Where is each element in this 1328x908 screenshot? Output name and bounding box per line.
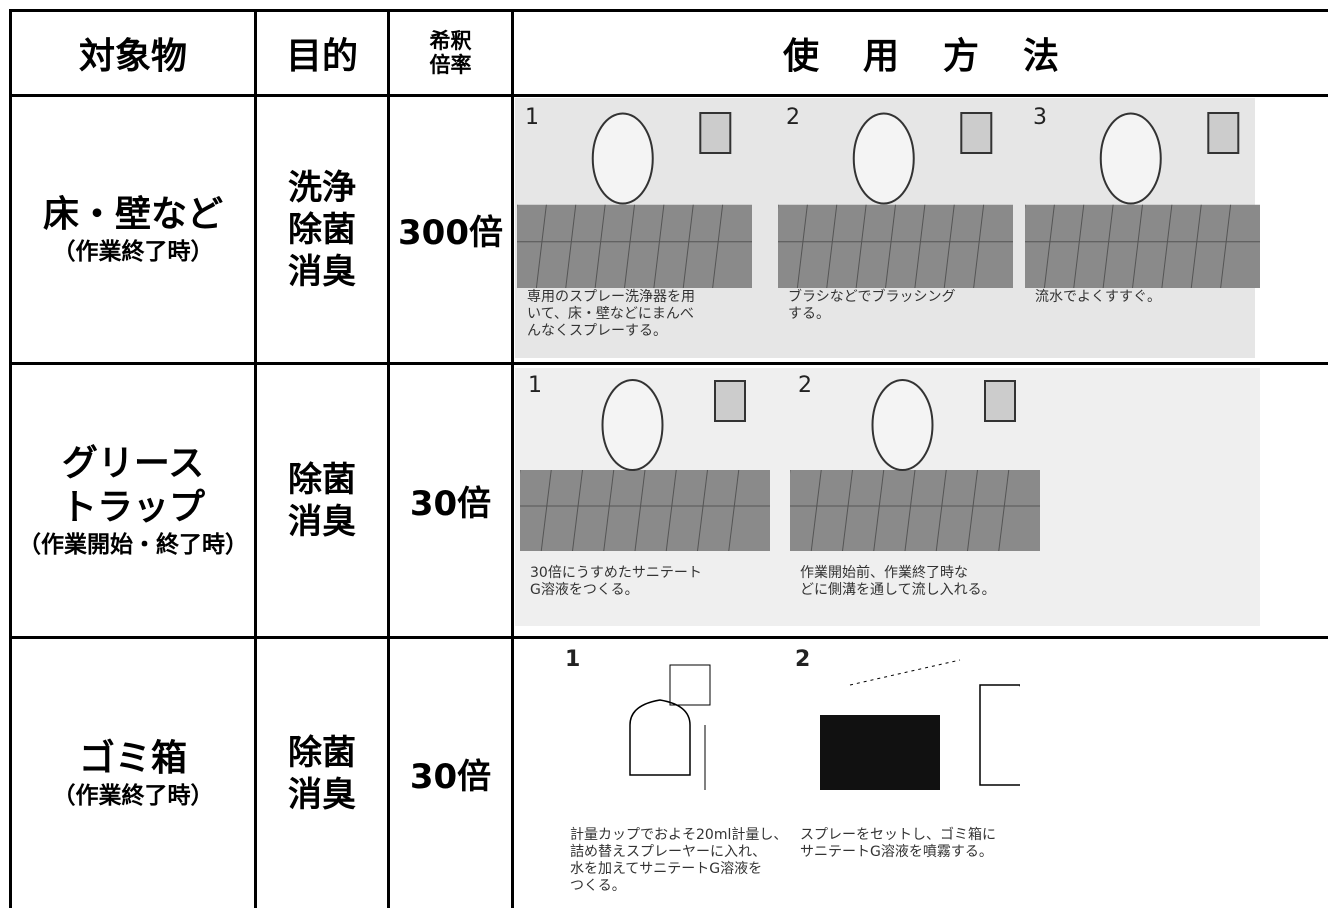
header-dilution-line: 倍率 [429,53,472,77]
step-text-line: どに側溝を通して流し入れる。 [800,582,996,598]
purpose: 除菌 [288,732,356,773]
step-number: 1 [525,105,539,130]
dilution: 300倍 [398,213,503,253]
step-text-line: んなくスプレーする。 [527,323,667,339]
object-cell: ゴミ箱 （作業終了時） [12,639,254,908]
border [9,636,1328,639]
purpose-cell: 除菌 消臭 [257,639,387,908]
step-text: 計量カップでおよそ20ml計量し、 詰め替えスプレーヤーに入れ、 水を加えてサニテー… [570,827,787,895]
object-note: （作業開始・終了時） [18,531,248,558]
illustration [506,103,752,289]
step-text: 専用のスプレー洗浄器を用 いて、床・壁などにまんべ んなくスプレーする。 [527,289,695,340]
step-text-line: 計量カップでおよそ20ml計量し、 [570,827,788,843]
illustration [767,103,1013,289]
illustration [560,645,790,795]
border [254,10,257,908]
step-text: 30倍にうすめたサニテート G溶液をつくる。 [530,565,702,599]
step-text: ブラシなどでブラッシング する。 [788,289,955,323]
step-text: 作業開始前、作業終了時な どに側溝を通して流し入れる。 [800,565,996,599]
illustration [509,371,770,552]
object-note: （作業終了時） [52,782,214,809]
step-number: 1 [528,373,542,398]
step-text-line: サニテートG溶液を噴霧する。 [800,844,993,860]
object-cell: グリース トラップ （作業開始・終了時） [12,365,254,636]
object-cell: 床・壁など （作業終了時） [12,97,254,362]
object-note: （作業終了時） [52,238,214,265]
step-text-line: 専用のスプレー洗浄器を用 [527,289,695,305]
illustration-art [629,664,711,790]
step-text-line: 流水でよくすすぐ。 [1035,289,1161,305]
border [9,362,1328,365]
header-method: 使用方法 [782,36,1103,77]
purpose: 除菌 [288,209,356,250]
border [9,9,1328,12]
object-name: トラップ [60,486,205,528]
object-name: ゴミ箱 [78,737,187,779]
step-number: 1 [565,647,581,672]
purpose: 除菌 [288,459,356,500]
header-dilution-line: 希釈 [429,29,472,53]
step-text-line: 水を加えてサニテートG溶液を [570,861,763,877]
step-text-line: ブラシなどでブラッシング [788,289,956,305]
purpose: 消臭 [288,774,356,815]
step-number: 2 [798,373,812,398]
step-text-line: スプレーをセットし、ゴミ箱に [800,827,996,843]
illustration [790,645,1036,795]
border [9,10,12,908]
purpose: 消臭 [288,501,356,542]
step-text-line: G溶液をつくる。 [530,582,639,598]
illustration [779,371,1040,552]
illustration-art [820,659,1036,790]
dilution: 30倍 [409,484,492,524]
purpose: 消臭 [288,251,356,292]
step-text-line: つくる。 [570,878,626,894]
purpose-cell: 洗浄 除菌 消臭 [257,97,387,362]
object-name: グリース [61,442,205,484]
border [511,10,514,908]
step-text-line: する。 [788,306,830,322]
step-text-line: いて、床・壁などにまんべ [527,306,694,322]
illustration-art [779,379,1040,552]
border [387,10,390,908]
purpose: 洗浄 [288,167,356,208]
step-text-line: 作業開始前、作業終了時な [800,565,968,581]
illustration-art [509,379,770,552]
illustration-art [506,112,752,289]
illustration [1014,103,1260,289]
header-object: 対象物 [78,36,187,77]
header-purpose: 目的 [285,36,358,77]
header-dilution: 希釈 倍率 [390,12,511,94]
object-name: 床・壁など [42,193,223,235]
step-text-line: 30倍にうすめたサニテート [530,565,702,581]
step-number: 3 [1033,105,1047,130]
step-text-line: 詰め替えスプレーヤーに入れ、 [570,844,767,860]
step-text: スプレーをセットし、ゴミ箱に サニテートG溶液を噴霧する。 [800,827,996,861]
illustration-art [767,112,1013,289]
step-number: 2 [795,647,811,672]
step-number: 2 [786,105,800,130]
dilution: 30倍 [409,757,492,797]
step-text: 流水でよくすすぐ。 [1035,289,1161,306]
border [9,94,1328,97]
illustration-art [1014,112,1260,289]
purpose-cell: 除菌 消臭 [257,365,387,636]
